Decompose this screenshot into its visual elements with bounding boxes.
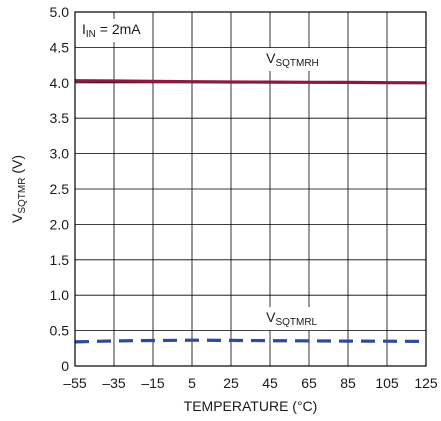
- series-layer: [74, 79, 427, 344]
- condition-main: I: [82, 21, 86, 37]
- x-tick-label: 125: [414, 375, 438, 391]
- y-tick-label: 0: [61, 358, 69, 374]
- y-tick-label: 2.0: [50, 216, 70, 232]
- series-label-low-sub: SQTMRL: [275, 317, 317, 328]
- x-tick-label: 25: [223, 375, 239, 391]
- y-tick-labels: 0 0.5 1.0 1.5 2.0 2.5 3.0 3.5 4.0 4.5 5.0: [50, 4, 70, 374]
- condition-box: [78, 19, 146, 42]
- x-tick-label: –55: [63, 375, 87, 391]
- x-tick-labels: –55 –35 –15 5 25 45 65 85 105 125: [63, 375, 438, 391]
- y-tick-label: 4.5: [50, 39, 70, 55]
- y-axis-title-main: V: [9, 213, 25, 223]
- series-label-high: VSQTMRH: [266, 50, 319, 69]
- x-tick-label: 65: [301, 375, 317, 391]
- series-label-high-sub: SQTMRH: [275, 58, 318, 69]
- x-tick-label: 85: [340, 375, 356, 391]
- series-label-high-main: V: [266, 50, 276, 66]
- y-tick-label: 2.5: [50, 181, 70, 197]
- condition-sub: IN: [86, 29, 96, 40]
- y-axis-title-suffix: (V): [9, 155, 25, 178]
- y-tick-label: 1.5: [50, 252, 70, 268]
- series-line-1: [74, 338, 427, 344]
- condition-suffix: = 2mA: [96, 21, 141, 37]
- x-tick-label: 5: [188, 375, 196, 391]
- y-tick-label: 5.0: [50, 4, 70, 20]
- y-tick-label: 3.5: [50, 110, 70, 126]
- series-label-low-main: V: [266, 309, 276, 325]
- series-line-0: [74, 79, 427, 85]
- y-tick-label: 0.5: [50, 323, 70, 339]
- series-label-box-high: [262, 47, 323, 71]
- y-axis-title: VSQTMR (V): [9, 155, 28, 223]
- y-tick-label: 4.0: [50, 75, 70, 91]
- series-label-box-low: [262, 307, 322, 331]
- series-label-low: VSQTMRL: [266, 309, 317, 328]
- condition-label: IIN = 2mA: [82, 21, 141, 40]
- x-axis-title: TEMPERATURE (°C): [184, 398, 318, 414]
- x-tick-label: 45: [262, 375, 278, 391]
- y-tick-label: 1.0: [50, 287, 70, 303]
- x-tick-label: –15: [141, 375, 165, 391]
- y-axis-title-sub: SQTMR: [17, 178, 28, 214]
- x-tick-label: –35: [102, 375, 126, 391]
- plot-frame: [74, 11, 427, 367]
- x-tick-label: 105: [375, 375, 399, 391]
- y-tick-label: 3.0: [50, 146, 70, 162]
- grid: [75, 12, 426, 366]
